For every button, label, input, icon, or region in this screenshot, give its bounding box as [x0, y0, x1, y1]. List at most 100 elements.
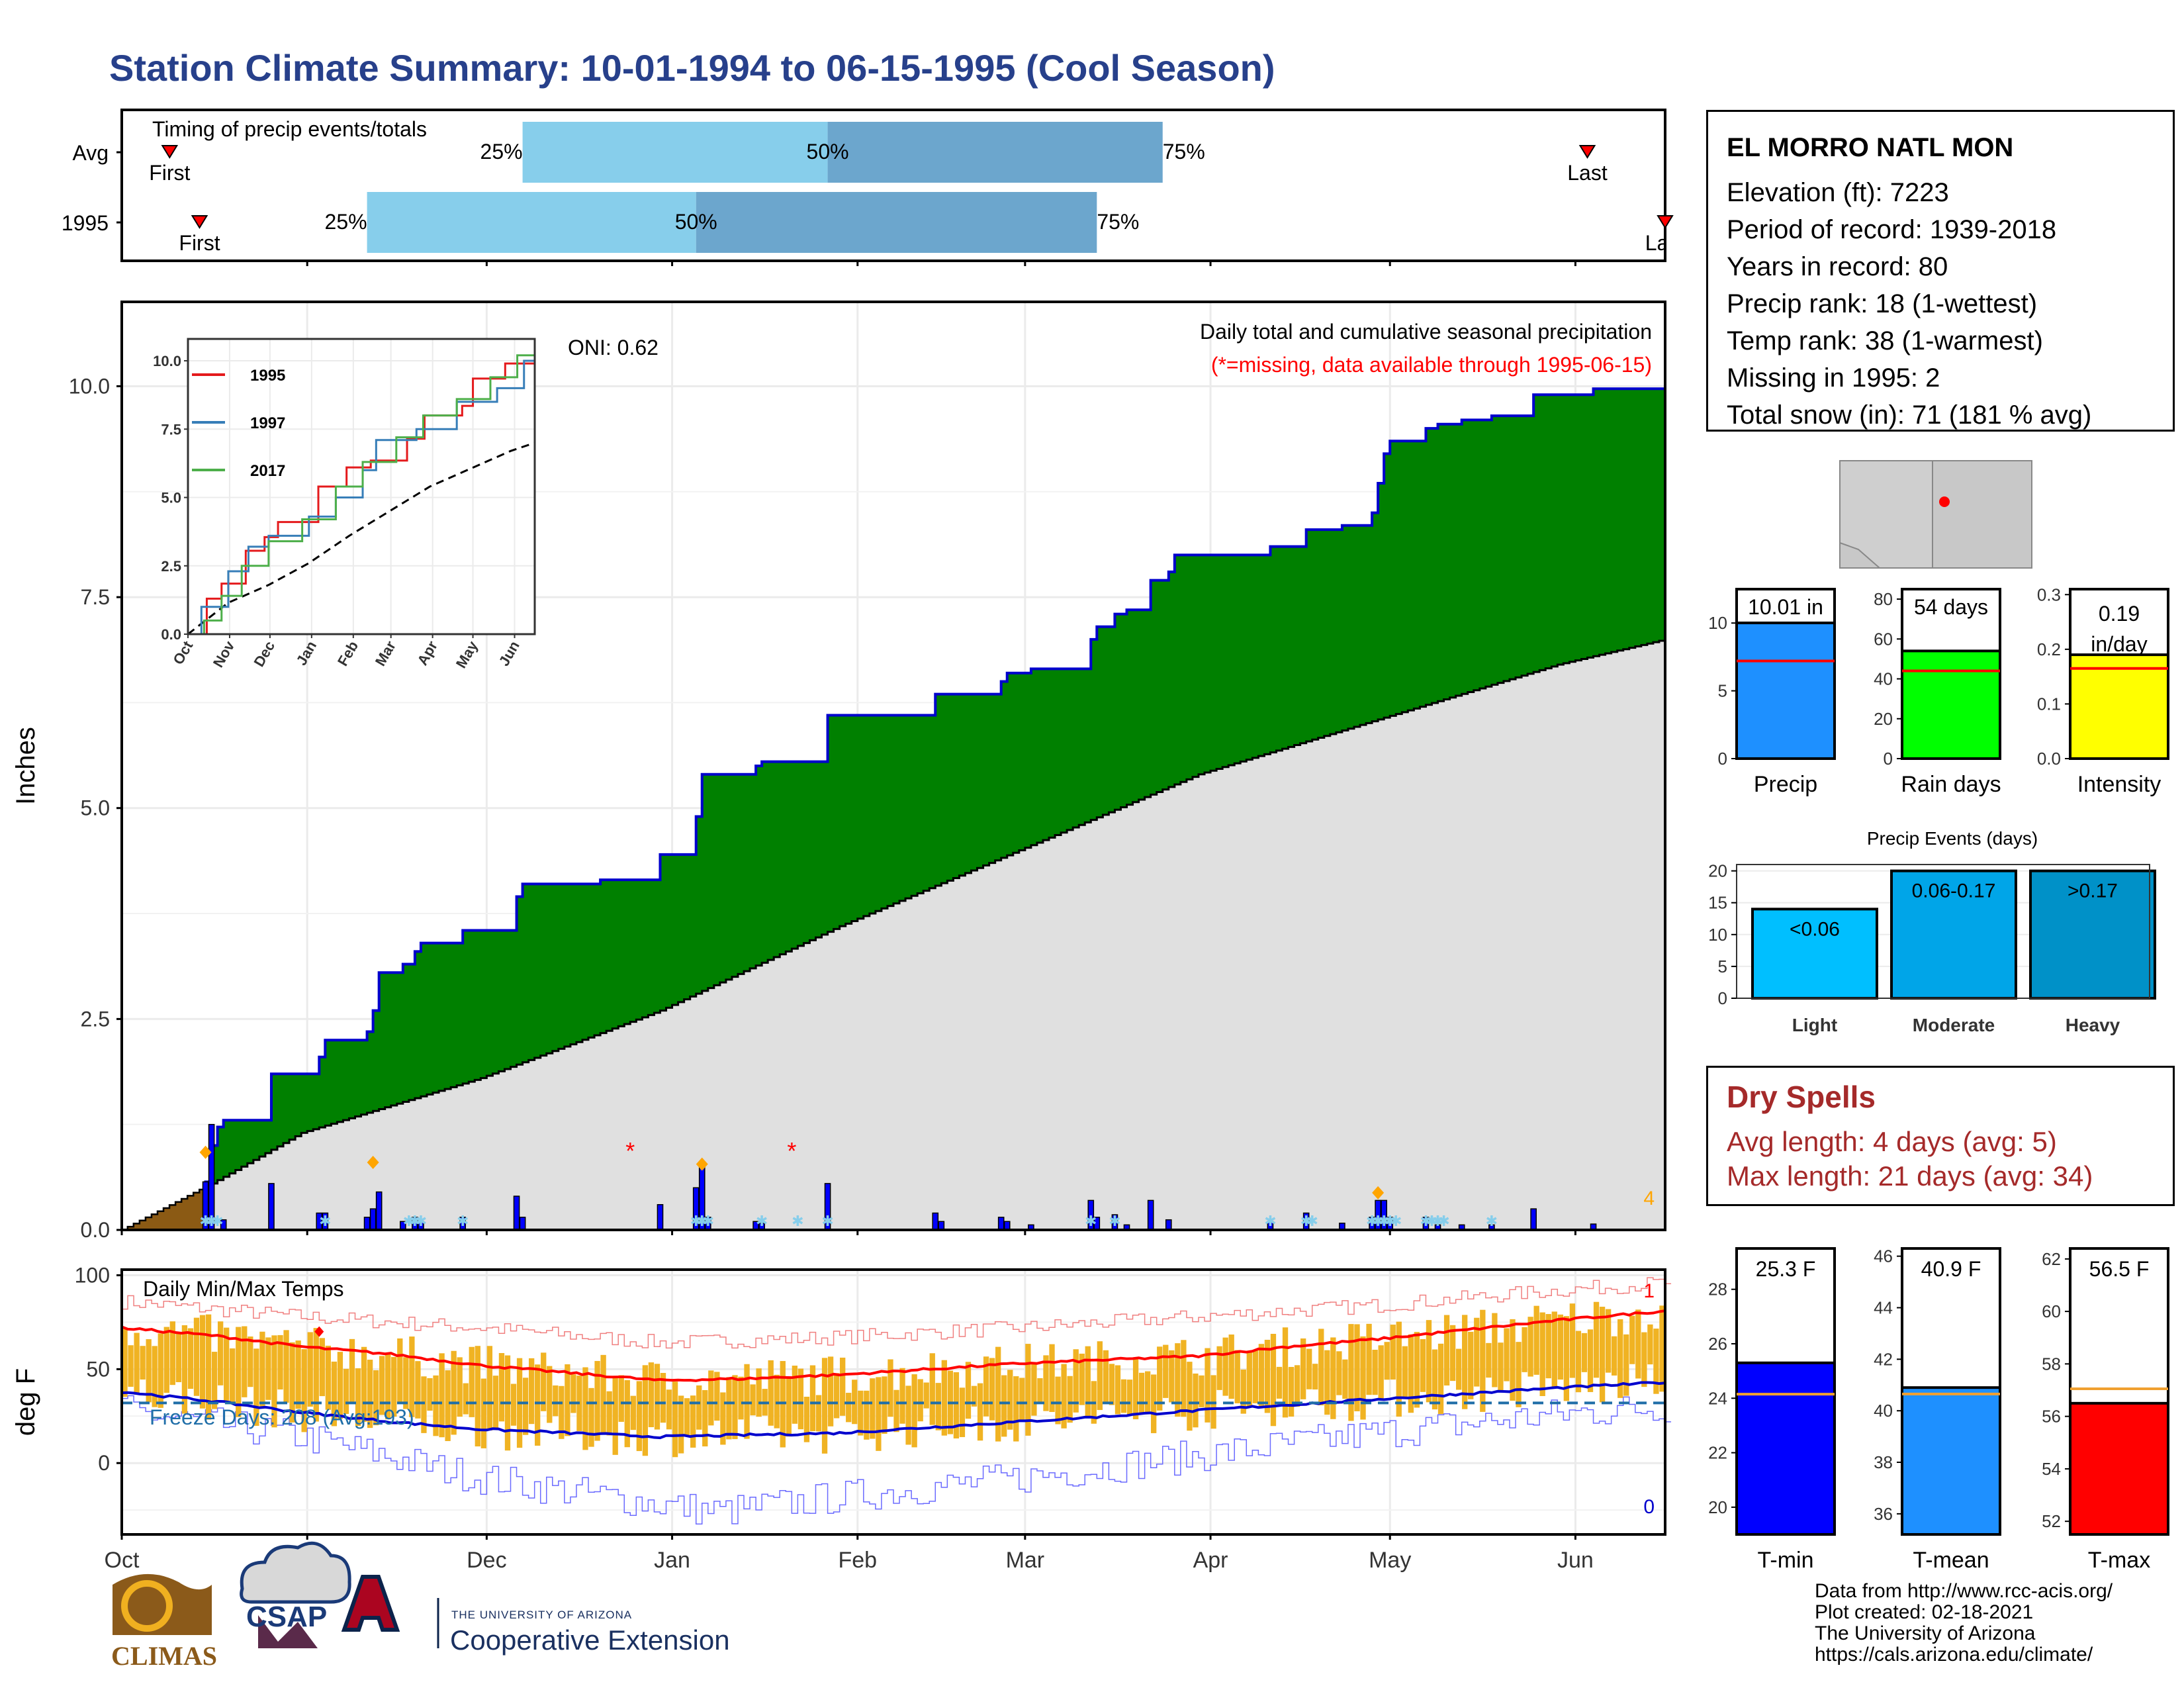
summary-temp-xlabel: T-mean [1913, 1548, 1989, 1573]
timing-last-marker [1578, 145, 1596, 159]
daily-temp-bar [977, 1383, 983, 1441]
daily-temp-bar [1432, 1349, 1438, 1410]
footer-line-data: Data from http://www.rcc-acis.org/ [1815, 1580, 2113, 1602]
daily-temp-bar [606, 1391, 612, 1436]
daily-temp-bar [636, 1381, 643, 1452]
daily-temp-bar [1605, 1309, 1612, 1373]
daily-temp-bar [1414, 1332, 1420, 1408]
daily-temp-bar [1587, 1329, 1594, 1392]
daily-temp-bar [1402, 1346, 1408, 1398]
daily-temp-bar [738, 1376, 744, 1420]
daily-temp-bar [1569, 1303, 1576, 1378]
daily-precip-bar [997, 1217, 1005, 1231]
daily-temp-bar [1635, 1309, 1641, 1379]
month-tick-label: Jun [1557, 1548, 1594, 1573]
inset-frame [187, 338, 536, 635]
snow-marker: ✱ [1306, 1213, 1318, 1229]
daily-temp-bar [1205, 1348, 1210, 1423]
daily-temp-bar [1504, 1328, 1510, 1382]
summary-precip-ytick-label: 80 [1874, 589, 1893, 609]
daily-precip-bar [1165, 1219, 1172, 1231]
daily-temp-bar [205, 1314, 212, 1420]
daily-temp-bar [983, 1356, 989, 1417]
precip-events-ytick-label: 5 [1718, 957, 1727, 976]
daily-temp-bar [720, 1392, 726, 1445]
daily-temp-bar [923, 1382, 929, 1409]
daily-temp-bar [522, 1378, 529, 1435]
daily-temp-bar [1228, 1334, 1234, 1399]
daily-temp-bar [325, 1345, 331, 1410]
daily-temp-bar [498, 1353, 505, 1422]
footer-line-url[interactable]: https://cals.arizona.edu/climate/ [1815, 1644, 2093, 1665]
event-marker [367, 1156, 379, 1170]
temp-record-marker [314, 1326, 324, 1337]
daily-temp-bar [385, 1353, 391, 1420]
summary-temp-bar [2069, 1401, 2169, 1536]
daily-temp-bar [846, 1393, 852, 1423]
daily-temp-bar [618, 1375, 624, 1422]
daily-temp-bar [1013, 1376, 1019, 1442]
daily-temp-bar [1647, 1324, 1653, 1365]
daily-temp-bar [726, 1377, 732, 1440]
precip-events-bar [2029, 869, 2156, 1000]
summary-temp-xlabel: T-min [1758, 1548, 1814, 1573]
avg-tmax-line [121, 1309, 1666, 1382]
station-location-marker [1939, 496, 1950, 507]
summary-temp-ytick-label: 60 [2042, 1301, 2061, 1321]
daily-temp-bar [1061, 1364, 1067, 1429]
summary-precip-value-label: in/day [2091, 632, 2147, 656]
snow-marker: ✱ [1300, 1213, 1312, 1229]
inset-legend-label: 2017 [250, 462, 285, 480]
snow-marker: ✱ [1372, 1213, 1384, 1229]
daily-temp-bar [1653, 1329, 1659, 1394]
daily-temp-bar [265, 1337, 271, 1400]
inset-series-line [188, 339, 536, 635]
daily-temp-bar [1408, 1334, 1414, 1413]
daily-temp-bar [1324, 1350, 1330, 1415]
snow-marker: ✱ [409, 1213, 421, 1229]
summary-temp-bar [1901, 1386, 2001, 1536]
daily-temp-bar [379, 1356, 385, 1415]
daily-temp-bar [391, 1356, 397, 1417]
snow-marker: ✱ [756, 1213, 768, 1229]
daily-temp-bar [1426, 1320, 1432, 1403]
timing-label-50: 50% [675, 210, 717, 234]
daily-temp-bar [486, 1346, 493, 1430]
daily-temp-bar [1480, 1309, 1486, 1412]
daily-temp-bar [199, 1315, 206, 1409]
daily-temp-bar [361, 1346, 367, 1422]
daily-temp-bar [1449, 1325, 1456, 1382]
temp-ytick-label: 100 [75, 1264, 110, 1288]
daily-precip-bar [375, 1191, 383, 1231]
daily-temp-bar [642, 1365, 649, 1456]
daily-precip-bar [1530, 1208, 1537, 1231]
daily-temp-bar [510, 1383, 517, 1426]
daily-temp-bar [175, 1333, 182, 1383]
temp-ytick-label: 0 [98, 1451, 110, 1475]
snow-marker: ✱ [696, 1213, 708, 1229]
daily-temp-bar [1019, 1378, 1025, 1422]
freeze-days-label: Freeze Days: 208 (Avg:193) [150, 1405, 414, 1429]
daily-temp-bar [1539, 1312, 1545, 1397]
footer-credit: Data from http://www.rcc-acis.org/ Plot … [1815, 1581, 2113, 1665]
daily-temp-bar [1294, 1365, 1300, 1407]
precip-ytick-label: 5.0 [81, 796, 110, 820]
daily-temp-bar [1049, 1344, 1055, 1413]
daily-temp-bar [1175, 1343, 1181, 1417]
daily-temp-bar [1527, 1317, 1533, 1377]
daily-temp-bar [1234, 1350, 1240, 1403]
daily-temp-bar [277, 1335, 283, 1390]
inset-avg-line [187, 442, 535, 635]
snow-marker: ✱ [211, 1213, 223, 1229]
daily-temp-bar [1157, 1346, 1163, 1411]
summary-temp-ytick-label: 28 [1708, 1280, 1727, 1299]
station-name: EL MORRO NATL MON [1727, 133, 2014, 162]
snow-marker: ✱ [1264, 1213, 1276, 1229]
daily-temp-bar [600, 1354, 606, 1433]
daily-temp-bar [158, 1333, 163, 1408]
daily-temp-bar [259, 1331, 265, 1407]
timing-row-label: 1995 [62, 211, 109, 235]
daily-temp-bar [1163, 1344, 1169, 1398]
daily-temp-bar [541, 1352, 547, 1411]
timing-label-25: 25% [480, 140, 523, 164]
